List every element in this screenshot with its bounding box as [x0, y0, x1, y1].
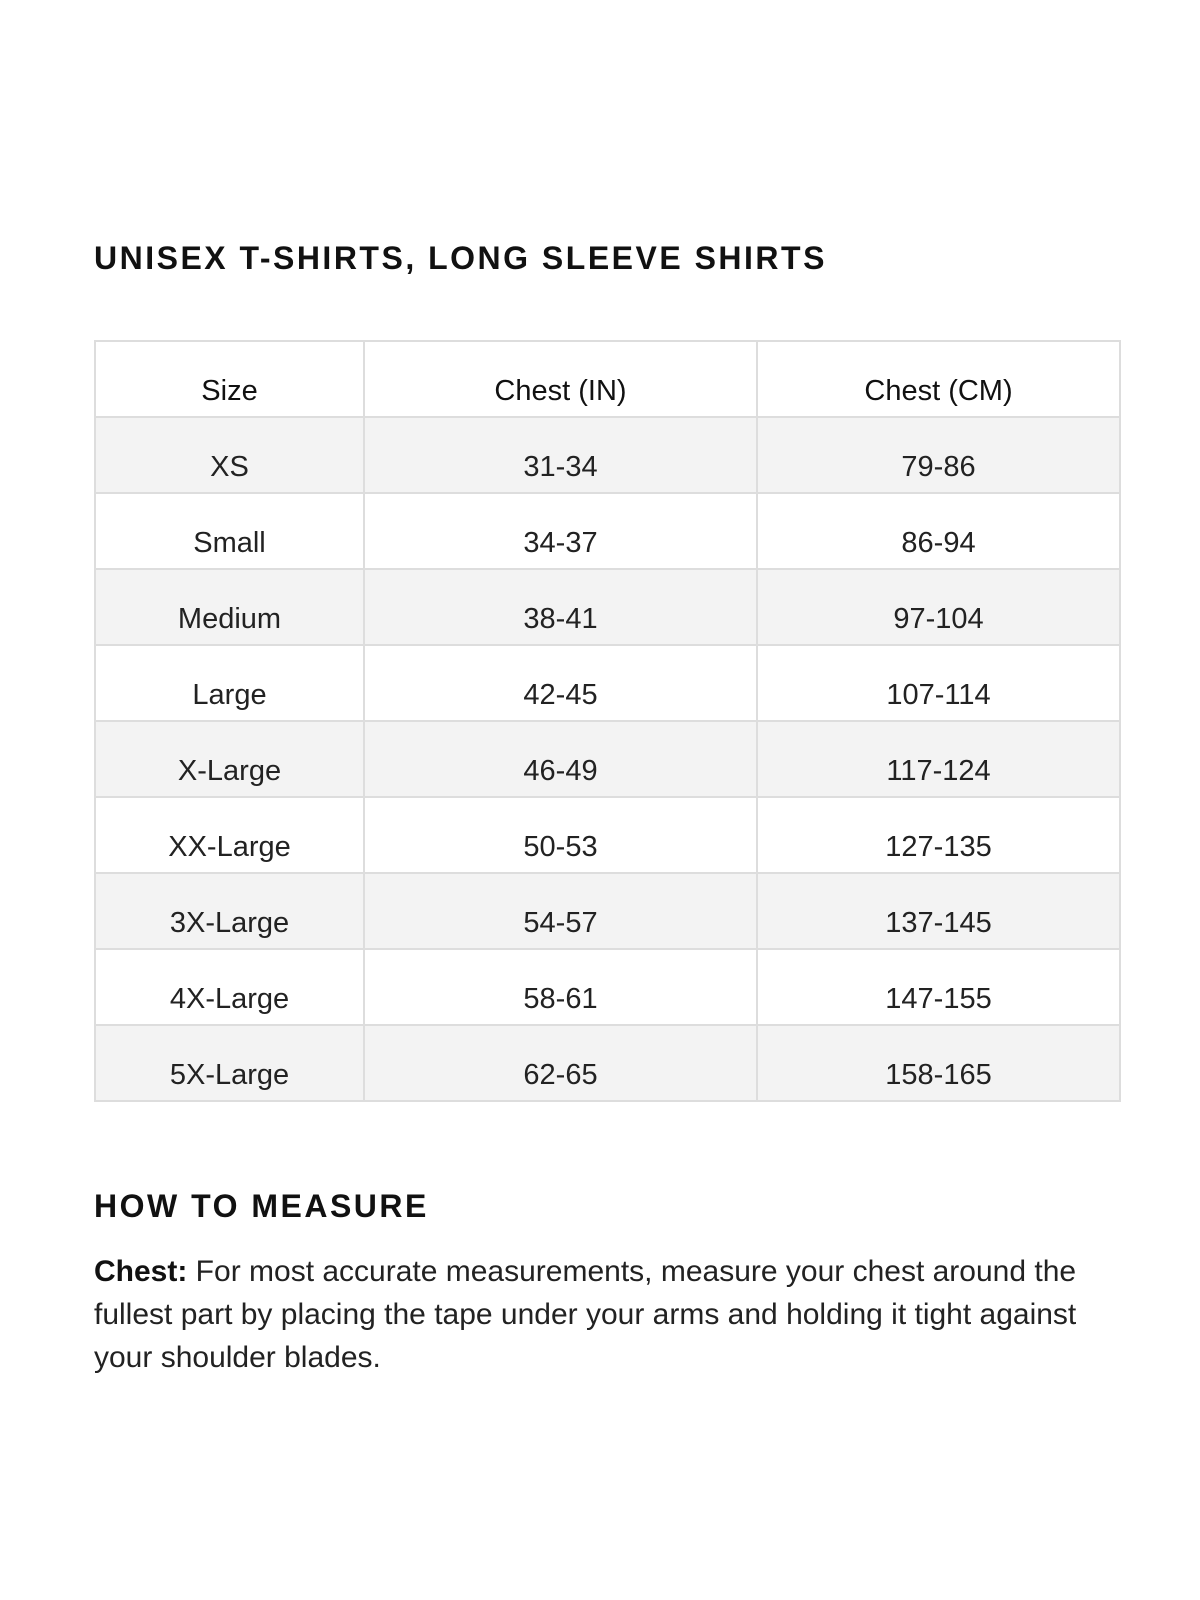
chest-cm-cell: 86-94: [756, 492, 1121, 570]
size-cell: Small: [94, 492, 365, 570]
how-to-measure-text: Chest: For most accurate measurements, m…: [94, 1250, 1134, 1379]
table-row: 4X-Large 58-61 147-155: [94, 948, 1121, 1026]
size-cell: X-Large: [94, 720, 365, 798]
chest-in-cell: 62-65: [363, 1024, 758, 1102]
chest-in-cell: 58-61: [363, 948, 758, 1026]
chest-in-cell: 50-53: [363, 796, 758, 874]
chest-in-cell: 42-45: [363, 644, 758, 722]
size-cell: XS: [94, 416, 365, 494]
chest-in-cell: 38-41: [363, 568, 758, 646]
chest-in-cell: 54-57: [363, 872, 758, 950]
table-row: Medium 38-41 97-104: [94, 568, 1121, 646]
chest-cm-cell: 79-86: [756, 416, 1121, 494]
chest-label: Chest:: [94, 1255, 188, 1288]
chest-cm-cell: 127-135: [756, 796, 1121, 874]
chest-cm-cell: 158-165: [756, 1024, 1121, 1102]
table-row: X-Large 46-49 117-124: [94, 720, 1121, 798]
table-row: XX-Large 50-53 127-135: [94, 796, 1121, 874]
chest-cm-cell: 107-114: [756, 644, 1121, 722]
chest-in-cell: 46-49: [363, 720, 758, 798]
chest-in-cell: 31-34: [363, 416, 758, 494]
size-cell: Medium: [94, 568, 365, 646]
size-chart-table: Size Chest (IN) Chest (CM) XS 31-34 79-86 S…: [94, 340, 1121, 1102]
how-to-measure-heading: HOW TO MEASURE: [94, 1188, 429, 1224]
table-row: 5X-Large 62-65 158-165: [94, 1024, 1121, 1102]
size-cell: 4X-Large: [94, 948, 365, 1026]
size-cell: 3X-Large: [94, 872, 365, 950]
chest-cm-cell: 117-124: [756, 720, 1121, 798]
page-title: UNISEX T-SHIRTS, LONG SLEEVE SHIRTS: [94, 240, 827, 276]
size-cell: XX-Large: [94, 796, 365, 874]
chest-cm-cell: 97-104: [756, 568, 1121, 646]
size-cell: Large: [94, 644, 365, 722]
table-row: XS 31-34 79-86: [94, 416, 1121, 494]
chest-in-cell: 34-37: [363, 492, 758, 570]
header-chest-cm: Chest (CM): [756, 340, 1121, 418]
header-size: Size: [94, 340, 365, 418]
table-header-row: Size Chest (IN) Chest (CM): [94, 340, 1121, 418]
size-cell: 5X-Large: [94, 1024, 365, 1102]
table-row: Small 34-37 86-94: [94, 492, 1121, 570]
header-chest-in: Chest (IN): [363, 340, 758, 418]
table-row: Large 42-45 107-114: [94, 644, 1121, 722]
chest-instructions: For most accurate measurements, measure …: [94, 1255, 1077, 1374]
chest-cm-cell: 147-155: [756, 948, 1121, 1026]
table-row: 3X-Large 54-57 137-145: [94, 872, 1121, 950]
chest-cm-cell: 137-145: [756, 872, 1121, 950]
